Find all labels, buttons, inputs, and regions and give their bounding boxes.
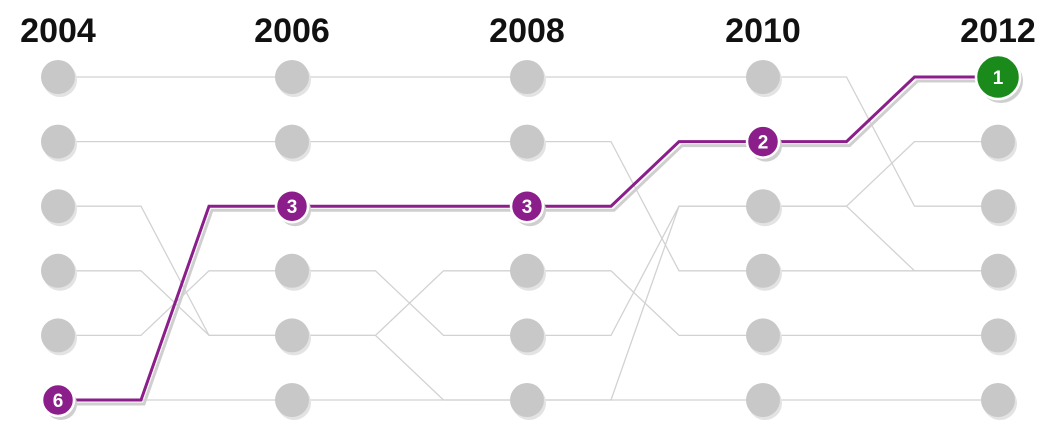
dot-2012-rank-2 [981, 124, 1015, 159]
dot-2006-rank-5 [275, 318, 309, 353]
rank-label-2004: 6 [53, 391, 64, 412]
year-label-2006: 2006 [254, 12, 330, 50]
rank-label-2012: 1 [993, 68, 1004, 89]
dot-2010-rank-1 [746, 60, 780, 94]
dot-2006-rank-2 [275, 124, 309, 159]
rank-marker-2012 [974, 53, 1022, 101]
rank-label-2006: 3 [287, 197, 298, 218]
dot-2008-rank-4 [510, 253, 544, 288]
dot-2008-rank-5 [510, 318, 544, 353]
year-axis-labels: 2004 2006 2008 2010 2012 [20, 12, 1036, 50]
dot-2012-rank-5 [981, 318, 1015, 353]
rank-marker-2010 [745, 124, 781, 159]
dot-2012-rank-6 [981, 383, 1015, 417]
rank-marker-2008 [509, 188, 545, 224]
year-label-2008: 2008 [489, 12, 565, 50]
rank-marker-2004 [40, 382, 76, 418]
dot-2010-rank-3 [746, 189, 780, 224]
dot-2004-rank-5 [41, 318, 75, 353]
year-label-2010: 2010 [725, 12, 801, 50]
dot-2004-rank-3 [41, 189, 75, 224]
dot-2010-rank-4 [746, 253, 780, 288]
dot-2008-rank-2 [510, 124, 544, 159]
dot-2008-rank-6 [510, 383, 544, 417]
dot-2006-rank-6 [275, 383, 309, 417]
dot-2010-rank-6 [746, 383, 780, 417]
rank-label-2010: 2 [758, 133, 769, 154]
year-label-2004: 2004 [20, 12, 96, 50]
dot-2004-rank-1 [41, 60, 75, 94]
dot-2004-rank-2 [41, 124, 75, 159]
dot-2004-rank-4 [41, 253, 75, 288]
dot-2008-rank-1 [510, 60, 544, 94]
dot-2006-rank-1 [275, 60, 309, 94]
rank-marker-2006 [274, 188, 310, 224]
highlight-series: 6 3 3 2 1 [40, 53, 1023, 420]
dot-2012-rank-4 [981, 253, 1015, 288]
rank-slot-dots [41, 60, 1017, 420]
dot-2006-rank-4 [275, 253, 309, 288]
year-label-2012: 2012 [960, 12, 1036, 50]
dot-2010-rank-5 [746, 318, 780, 353]
dot-2012-rank-3 [981, 189, 1015, 224]
rank-label-2008: 3 [522, 197, 533, 218]
